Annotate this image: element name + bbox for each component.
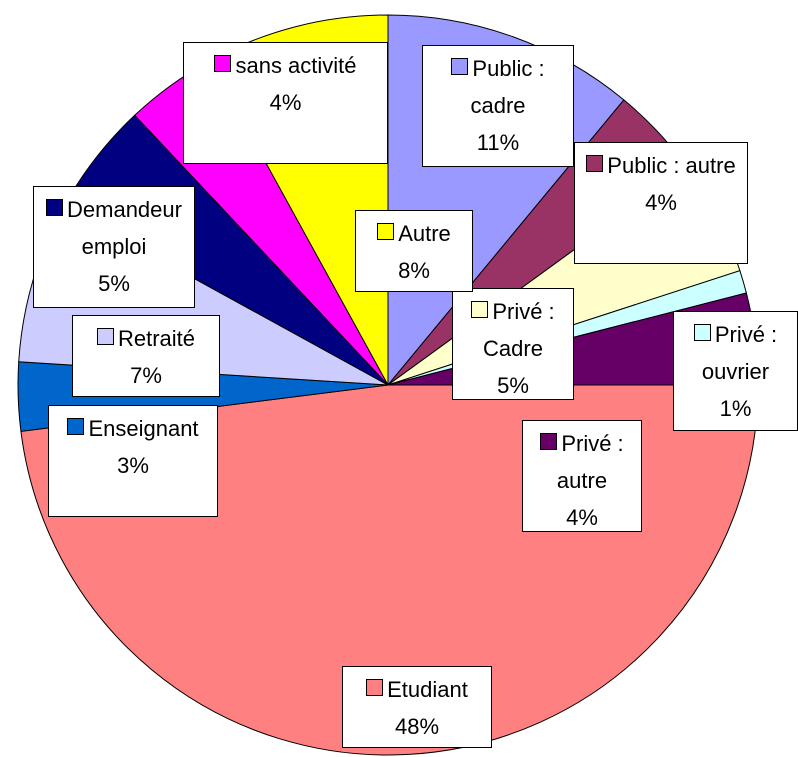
data-label: Public : autre 4% bbox=[574, 142, 748, 264]
data-label: Autre 8% bbox=[355, 210, 473, 292]
legend-key bbox=[96, 328, 114, 345]
legend-key bbox=[586, 155, 604, 172]
label-value: 5% bbox=[497, 373, 529, 398]
data-label: sans activité 4% bbox=[183, 42, 388, 164]
data-label: Demandeur emploi 5% bbox=[33, 186, 195, 308]
legend-key bbox=[46, 199, 64, 216]
legend-key bbox=[377, 223, 395, 240]
legend-key bbox=[67, 418, 85, 435]
label-name: Autre bbox=[398, 221, 451, 246]
label-value: 4% bbox=[645, 190, 677, 215]
label-name: Privé : autre bbox=[556, 431, 624, 493]
label-name: sans activité bbox=[235, 53, 357, 78]
label-name: Enseignant bbox=[88, 416, 199, 441]
label-value: 48% bbox=[394, 714, 440, 739]
label-name: Public : autre bbox=[607, 153, 736, 178]
legend-key bbox=[214, 55, 232, 72]
label-name: Public : cadre bbox=[470, 56, 545, 118]
label-value: 3% bbox=[117, 453, 149, 478]
legend-key bbox=[451, 58, 469, 75]
data-label: Etudiant 48% bbox=[342, 666, 492, 748]
data-label: Privé : Cadre 5% bbox=[452, 288, 574, 400]
label-value: 4% bbox=[566, 505, 598, 530]
label-value: 1% bbox=[719, 396, 752, 421]
legend-key bbox=[693, 324, 711, 341]
legend-key bbox=[540, 433, 558, 450]
label-name: Demandeur emploi bbox=[67, 197, 182, 259]
label-name: Privé : Cadre bbox=[483, 299, 555, 361]
label-name: Etudiant bbox=[387, 677, 468, 702]
label-value: 4% bbox=[269, 90, 302, 115]
data-label: Privé : ouvrier 1% bbox=[673, 311, 798, 431]
label-value: 7% bbox=[130, 363, 162, 388]
data-label: Public : cadre 11% bbox=[422, 45, 574, 167]
label-value: 5% bbox=[98, 271, 130, 296]
label-name: Privé : ouvrier bbox=[701, 322, 778, 384]
legend-key bbox=[366, 679, 384, 696]
data-label: Enseignant 3% bbox=[48, 405, 218, 517]
label-name: Retraité bbox=[117, 326, 196, 351]
legend-key bbox=[471, 301, 489, 318]
data-label: Privé : autre 4% bbox=[522, 420, 642, 532]
label-value: 11% bbox=[476, 130, 520, 155]
label-value: 8% bbox=[398, 258, 430, 283]
data-label: Retraité 7% bbox=[72, 315, 220, 397]
